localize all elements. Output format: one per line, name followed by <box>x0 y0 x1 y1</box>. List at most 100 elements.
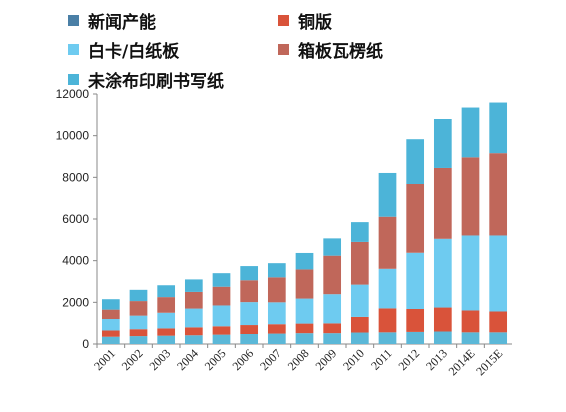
bar-segment <box>489 311 508 333</box>
bar-segment <box>489 102 508 154</box>
legend-label-4: 未涂布印刷书写纸 <box>88 72 224 92</box>
bar-segment <box>406 184 425 253</box>
legend-item-1: 铜版 <box>278 8 332 33</box>
bar-segment <box>212 305 231 327</box>
bar-segment <box>240 280 259 303</box>
bar-segment <box>184 308 203 328</box>
x-tick-label: 2014E <box>446 346 478 378</box>
bar-segment <box>406 252 425 309</box>
bar-segment <box>157 335 176 344</box>
legend-label-3: 箱板瓦楞纸 <box>298 42 383 62</box>
bar-segment <box>489 153 508 236</box>
x-tick-label: 2007 <box>257 346 284 373</box>
bar-segment <box>295 269 314 299</box>
bar-segment <box>461 107 480 158</box>
legend-item-0: 新闻产能 <box>68 8 156 33</box>
bar-segment <box>350 332 369 344</box>
legend-swatch-3 <box>278 44 289 55</box>
bar-segment <box>378 308 397 333</box>
y-tick-label: 8000 <box>62 170 89 184</box>
bar-segment <box>461 332 480 344</box>
x-tick-label: 2001 <box>91 346 118 373</box>
bar-segment <box>212 334 231 344</box>
legend-swatch-0 <box>68 15 79 26</box>
bar-segment <box>240 302 259 326</box>
legend-item-3: 箱板瓦楞纸 <box>278 37 383 62</box>
chart-legend: 新闻产能 铜版 白卡/白纸板 箱板瓦楞纸 未涂布印刷书写纸 <box>40 4 440 94</box>
bar-segment <box>378 268 397 309</box>
legend-label-1: 铜版 <box>298 13 332 33</box>
bar-segment <box>323 238 342 256</box>
bar-segment <box>212 326 231 335</box>
bar-segment <box>406 331 425 344</box>
bar-segment <box>101 299 120 310</box>
bar-segment <box>129 301 148 316</box>
bar-segment <box>101 309 120 319</box>
bar-segment <box>157 312 176 329</box>
bar-segment <box>184 279 203 292</box>
bar-segment <box>101 319 120 331</box>
bar-segment <box>378 332 397 344</box>
bar-segment <box>433 331 452 344</box>
bar-segment <box>184 327 203 336</box>
x-tick-label: 2010 <box>340 346 367 373</box>
x-tick-label: 2009 <box>312 346 339 373</box>
x-tick-label: 2005 <box>202 346 229 373</box>
bar-segment <box>378 216 397 269</box>
bar-segment <box>267 324 286 334</box>
x-tick-label: 2006 <box>229 346 256 373</box>
legend-item-4: 未涂布印刷书写纸 <box>68 67 224 92</box>
bar-segment <box>101 336 120 344</box>
bar-segment <box>295 298 314 324</box>
x-tick-label: 2002 <box>119 346 146 373</box>
y-tick-label: 2000 <box>62 295 89 309</box>
y-tick-label: 6000 <box>62 212 89 226</box>
bar-segment <box>433 119 452 168</box>
bar-segment <box>433 307 452 332</box>
y-tick-label: 0 <box>82 337 89 351</box>
legend-label-2: 白卡/白纸板 <box>88 42 180 62</box>
bar-segment <box>157 297 176 313</box>
bar-segment <box>184 291 203 309</box>
bar-segment <box>461 310 480 333</box>
bar-segment <box>323 294 342 324</box>
x-tick-label: 2008 <box>285 346 312 373</box>
bar-segment <box>461 157 480 236</box>
legend-label-0: 新闻产能 <box>88 13 156 33</box>
bar-segment <box>267 277 286 303</box>
bar-segment <box>240 266 259 281</box>
bar-segment <box>489 235 508 312</box>
bar-segment <box>350 222 369 242</box>
bar-segment <box>129 315 148 330</box>
bar-segment <box>323 333 342 344</box>
bar-segment <box>129 336 148 344</box>
bar-segment <box>212 273 231 287</box>
bar-segment <box>267 263 286 278</box>
y-tick-label: 12000 <box>56 87 90 101</box>
bar-segment <box>406 309 425 332</box>
bar-segment <box>212 286 231 306</box>
bar-segment <box>295 333 314 344</box>
bar-segment <box>350 241 369 285</box>
bar-segment <box>378 172 397 217</box>
bar-segment <box>433 167 452 239</box>
bar-segment <box>184 335 203 344</box>
bar-segment <box>101 330 120 337</box>
bar-segment <box>406 139 425 184</box>
x-tick-label: 2004 <box>174 346 201 373</box>
legend-swatch-1 <box>278 15 289 26</box>
bar-segment <box>295 252 314 270</box>
bar-segment <box>323 323 342 334</box>
bar-segment <box>129 329 148 337</box>
x-tick-label: 2015E <box>473 346 505 378</box>
bar-segment <box>323 255 342 295</box>
x-tick-label: 2011 <box>368 346 395 373</box>
bar-segment <box>267 333 286 344</box>
bar-segment <box>461 235 480 311</box>
bar-segment <box>350 316 369 333</box>
bar-segment <box>240 325 259 334</box>
legend-swatch-4 <box>68 74 79 85</box>
bar-segment <box>433 238 452 308</box>
bar-segment <box>129 289 148 302</box>
